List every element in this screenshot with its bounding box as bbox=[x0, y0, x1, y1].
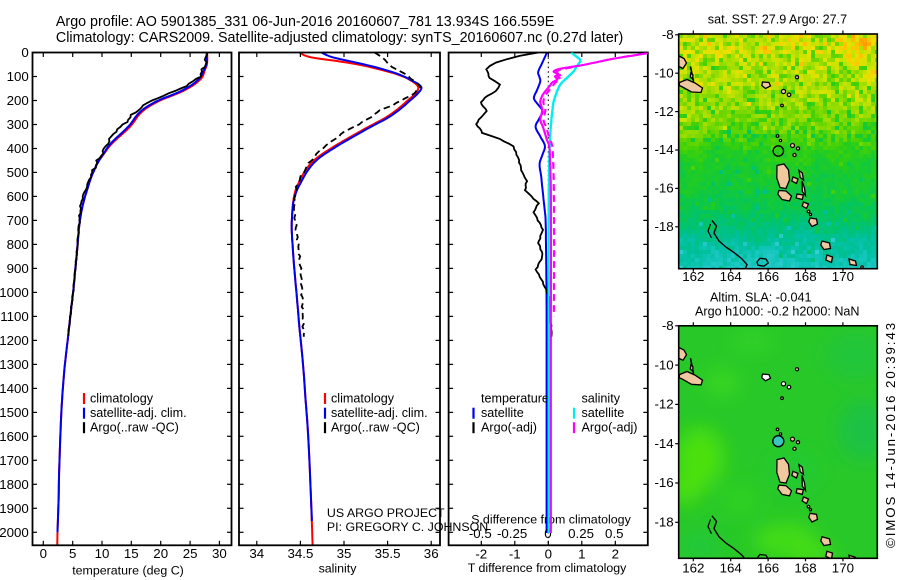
svg-text:-10: -10 bbox=[654, 357, 673, 372]
svg-text:10: 10 bbox=[95, 546, 110, 561]
svg-text:satellite: satellite bbox=[582, 406, 625, 420]
svg-text:-12: -12 bbox=[654, 397, 673, 412]
svg-text:0: 0 bbox=[40, 546, 47, 561]
svg-text:US ARGO PROJECT: US ARGO PROJECT bbox=[327, 506, 445, 520]
svg-text:-8: -8 bbox=[662, 27, 674, 42]
svg-text:0: 0 bbox=[545, 547, 552, 562]
svg-text:T difference from climatology: T difference from climatology bbox=[468, 561, 627, 575]
svg-text:temperature: temperature bbox=[481, 392, 549, 406]
svg-text:0: 0 bbox=[21, 45, 28, 60]
svg-text:1000: 1000 bbox=[0, 285, 29, 300]
svg-text:34.5: 34.5 bbox=[287, 546, 313, 561]
svg-text:Argo(..raw -QC): Argo(..raw -QC) bbox=[90, 421, 179, 435]
svg-text:0.25: 0.25 bbox=[568, 526, 594, 541]
svg-text:170: 170 bbox=[832, 269, 854, 284]
svg-text:500: 500 bbox=[7, 165, 29, 180]
svg-text:2: 2 bbox=[612, 547, 619, 562]
svg-text:164: 164 bbox=[720, 269, 742, 284]
svg-text:1400: 1400 bbox=[0, 381, 29, 396]
svg-text:166: 166 bbox=[757, 269, 779, 284]
svg-text:©IMOS 14-Jun-2016 20:39:43: ©IMOS 14-Jun-2016 20:39:43 bbox=[883, 321, 898, 548]
svg-text:-8: -8 bbox=[662, 318, 674, 333]
svg-text:5: 5 bbox=[69, 546, 76, 561]
svg-text:30: 30 bbox=[212, 546, 227, 561]
svg-text:1100: 1100 bbox=[0, 309, 29, 324]
svg-text:0.5: 0.5 bbox=[605, 526, 624, 541]
svg-text:15: 15 bbox=[124, 546, 139, 561]
svg-text:PI: GREGORY C. JOHNSON: PI: GREGORY C. JOHNSON bbox=[327, 520, 488, 534]
svg-text:-12: -12 bbox=[654, 104, 673, 119]
svg-text:-14: -14 bbox=[654, 142, 673, 157]
svg-text:400: 400 bbox=[7, 141, 29, 156]
svg-text:salinity: salinity bbox=[319, 562, 358, 576]
svg-text:1900: 1900 bbox=[0, 501, 29, 516]
svg-text:-18: -18 bbox=[654, 219, 673, 234]
svg-text:164: 164 bbox=[720, 561, 742, 576]
svg-text:-16: -16 bbox=[654, 475, 673, 490]
svg-text:2000: 2000 bbox=[0, 525, 29, 540]
svg-text:162: 162 bbox=[682, 269, 704, 284]
svg-text:-10: -10 bbox=[654, 65, 673, 80]
svg-text:1800: 1800 bbox=[0, 477, 29, 492]
svg-text:168: 168 bbox=[794, 561, 816, 576]
svg-text:climatology: climatology bbox=[90, 392, 154, 406]
svg-text:1500: 1500 bbox=[0, 405, 29, 420]
svg-text:600: 600 bbox=[7, 189, 29, 204]
svg-text:satellite-adj. clim.: satellite-adj. clim. bbox=[331, 406, 428, 420]
svg-text:100: 100 bbox=[7, 69, 29, 84]
svg-text:168: 168 bbox=[794, 269, 816, 284]
svg-text:Argo(..raw -QC): Argo(..raw -QC) bbox=[331, 421, 420, 435]
svg-text:-16: -16 bbox=[654, 181, 673, 196]
svg-text:temperature (deg C): temperature (deg C) bbox=[72, 564, 184, 578]
svg-text:36: 36 bbox=[424, 546, 439, 561]
svg-text:34: 34 bbox=[249, 546, 264, 561]
svg-text:25: 25 bbox=[183, 546, 198, 561]
svg-text:-2: -2 bbox=[475, 547, 487, 562]
svg-text:Argo(-adj): Argo(-adj) bbox=[481, 421, 537, 435]
svg-text:-0.5: -0.5 bbox=[469, 526, 492, 541]
svg-text:1600: 1600 bbox=[0, 429, 29, 444]
svg-text:Climatology: CARS2009. Satelli: Climatology: CARS2009. Satellite-adjuste… bbox=[56, 30, 623, 46]
svg-text:-1: -1 bbox=[509, 547, 521, 562]
svg-text:satellite-adj. clim.: satellite-adj. clim. bbox=[90, 406, 187, 420]
svg-text:climatology: climatology bbox=[331, 392, 395, 406]
svg-text:1: 1 bbox=[578, 547, 585, 562]
svg-text:Argo h1000: -0.2 h2000: NaN: Argo h1000: -0.2 h2000: NaN bbox=[695, 305, 860, 319]
svg-text:300: 300 bbox=[7, 117, 29, 132]
svg-text:162: 162 bbox=[682, 561, 704, 576]
svg-text:20: 20 bbox=[153, 546, 168, 561]
svg-text:1700: 1700 bbox=[0, 453, 29, 468]
svg-text:sat. SST: 27.9 Argo: 27.7: sat. SST: 27.9 Argo: 27.7 bbox=[708, 13, 847, 27]
svg-text:-0.25: -0.25 bbox=[497, 526, 527, 541]
svg-text:Altim. SLA: -0.041: Altim. SLA: -0.041 bbox=[710, 291, 812, 305]
svg-text:35: 35 bbox=[337, 546, 352, 561]
svg-text:salinity: salinity bbox=[582, 392, 621, 406]
svg-text:200: 200 bbox=[7, 93, 29, 108]
svg-text:-18: -18 bbox=[654, 515, 673, 530]
svg-text:satellite: satellite bbox=[481, 406, 524, 420]
svg-text:800: 800 bbox=[7, 237, 29, 252]
svg-text:166: 166 bbox=[757, 561, 779, 576]
svg-text:Argo(-adj): Argo(-adj) bbox=[582, 421, 638, 435]
svg-text:900: 900 bbox=[7, 261, 29, 276]
svg-text:0: 0 bbox=[544, 526, 551, 541]
svg-text:1200: 1200 bbox=[0, 333, 29, 348]
svg-text:Argo profile: AO 5901385_331 0: Argo profile: AO 5901385_331 06-Jun-2016… bbox=[56, 14, 554, 30]
svg-text:170: 170 bbox=[832, 561, 854, 576]
svg-text:-14: -14 bbox=[654, 436, 673, 451]
svg-text:35.5: 35.5 bbox=[375, 546, 401, 561]
svg-text:700: 700 bbox=[7, 213, 29, 228]
svg-text:1300: 1300 bbox=[0, 357, 29, 372]
